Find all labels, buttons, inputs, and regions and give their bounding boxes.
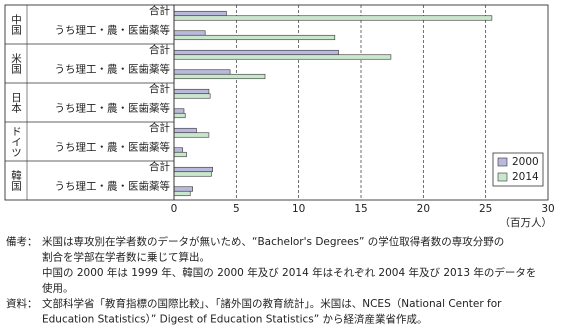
bar	[173, 186, 194, 192]
bar	[173, 112, 186, 119]
legend-label: 2000	[512, 156, 539, 168]
y-tick-label: 合計	[149, 43, 170, 56]
bar	[173, 69, 231, 75]
group-label: 韓国	[10, 170, 22, 192]
bar	[173, 73, 266, 80]
bar	[173, 166, 213, 173]
bar	[173, 171, 212, 177]
bar	[173, 88, 210, 95]
note-line: 中国の 2000 年は 1999 年、韓国の 2000 年及び 2014 年はそ…	[42, 266, 536, 279]
bar	[173, 49, 339, 56]
bar	[173, 34, 336, 41]
bar	[173, 132, 210, 138]
note-line: 割合を学部在学者数に乗じて算出。	[42, 251, 210, 264]
y-tick-label: うち理工・農・医歯薬等	[55, 23, 171, 36]
note-line: 使用。	[42, 282, 74, 295]
y-tick-label: 合計	[149, 160, 170, 173]
bar	[173, 147, 184, 153]
bar	[173, 93, 211, 99]
label-frame	[4, 4, 175, 201]
x-tick-label: 30	[541, 203, 554, 215]
legend-swatch	[497, 172, 508, 182]
x-tick-label: 0	[171, 203, 178, 215]
x-tick-label: 10	[292, 203, 305, 215]
bar	[173, 54, 392, 60]
group-label: 中国	[10, 13, 22, 36]
legend-swatch	[497, 157, 508, 167]
bar	[173, 15, 493, 21]
bar	[173, 190, 191, 197]
bar	[173, 127, 197, 134]
group-label: ドイツ	[10, 126, 22, 158]
note-line: 米国は専攻別在学者数のデータが無いため、“Bachelor's Degrees”…	[42, 235, 504, 248]
y-tick-label: うち理工・農・医歯薬等	[55, 140, 171, 153]
bar	[173, 108, 185, 114]
y-tick-label: うち理工・農・医歯薬等	[55, 179, 171, 192]
y-tick-label: 合計	[149, 82, 170, 95]
group-label: 米国	[10, 52, 22, 75]
note-label: 備考：	[6, 235, 38, 248]
x-tick-label: 25	[479, 203, 492, 215]
bar	[173, 30, 206, 36]
y-tick-label: 合計	[149, 121, 170, 134]
note-line: Education Statistics）” Digest of Educati…	[42, 313, 428, 326]
note-label: 資料：	[6, 297, 38, 310]
legend-label: 2014	[512, 171, 539, 183]
group-label: 日本	[10, 92, 22, 114]
x-unit: （百万人）	[500, 217, 553, 229]
y-tick-label: うち理工・農・医歯薬等	[55, 62, 171, 75]
note-line: 文部科学省「教育指標の国際比較」、「諸外国の教育統計」。米国は、NCES（Nat…	[42, 297, 502, 310]
x-tick-label: 15	[354, 203, 367, 215]
y-tick-label: うち理工・農・医歯薬等	[55, 101, 171, 114]
bar	[173, 10, 227, 17]
x-tick-label: 20	[417, 203, 430, 215]
y-tick-label: 合計	[149, 4, 170, 17]
x-tick-label: 5	[233, 203, 240, 215]
bar	[173, 151, 187, 158]
